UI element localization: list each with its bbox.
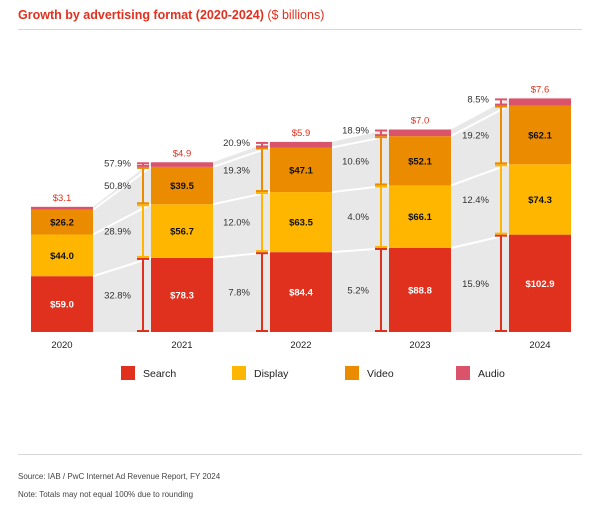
growth-percent-label: 19.2% xyxy=(462,130,489,141)
growth-band xyxy=(213,141,270,332)
legend-swatch-video xyxy=(345,366,359,380)
x-tick-label: 2023 xyxy=(409,340,430,351)
stacked-bar-chart: $59.0 $44.0 $26.2 $3.1 2020 $78.3 $56.7 $39.5 $4… xyxy=(31,84,571,380)
data-label-video: $39.5 xyxy=(170,181,194,192)
growth-band xyxy=(451,98,509,332)
band-separator-line xyxy=(212,146,271,168)
data-label-audio-total: $7.0 xyxy=(411,116,430,127)
bar-segment-search xyxy=(151,257,213,332)
growth-percent-label: 19.3% xyxy=(223,165,250,176)
growth-band xyxy=(93,162,151,332)
title-divider xyxy=(18,29,582,30)
growth-percent-label: 12.4% xyxy=(462,195,489,206)
data-label-audio-total: $7.6 xyxy=(531,84,550,95)
legend-swatch-audio xyxy=(456,366,470,380)
band-separator-line xyxy=(92,256,152,278)
bar-segment-video xyxy=(151,166,213,205)
bar-segment-audio xyxy=(151,162,213,167)
x-tick-label: 2022 xyxy=(290,340,311,351)
growth-percent-label: 7.8% xyxy=(228,288,250,299)
data-label-video: $26.2 xyxy=(50,218,74,229)
band-separator-line xyxy=(92,203,152,236)
chart-title: Growth by advertising format (2020-2024)… xyxy=(18,8,324,22)
x-tick-label: 2021 xyxy=(171,340,192,351)
growth-band xyxy=(332,129,389,332)
bar-segment-display xyxy=(389,185,451,248)
bar-segment-audio xyxy=(31,206,93,210)
bar-segment-audio xyxy=(389,129,451,137)
x-tick-label: 2024 xyxy=(529,340,550,351)
source-note: Source: IAB / PwC Internet Ad Revenue Re… xyxy=(18,472,221,481)
legend-label-video: Video xyxy=(367,368,394,380)
chart-title-text: Growth by advertising format (2020-2024) xyxy=(18,8,264,22)
data-label-video: $62.1 xyxy=(528,130,552,141)
data-label-audio-total: $5.9 xyxy=(292,128,311,139)
data-label-video: $52.1 xyxy=(408,156,432,167)
legend-swatch-search xyxy=(121,366,135,380)
growth-percent-label: 32.8% xyxy=(104,290,131,301)
data-label-video: $47.1 xyxy=(289,165,313,176)
bar-segment-search xyxy=(31,276,93,332)
band-separator-line xyxy=(92,166,152,211)
data-label-display: $44.0 xyxy=(50,251,74,262)
growth-percent-label: 20.9% xyxy=(223,138,250,149)
bar-segment-search xyxy=(270,252,332,332)
bar-segment-display xyxy=(151,204,213,258)
bar-segment-video xyxy=(509,105,571,165)
data-label-display: $56.7 xyxy=(170,227,194,238)
bar-segment-audio xyxy=(509,98,571,106)
legend-swatch-display xyxy=(232,366,246,380)
chart-title-unit: ($ billions) xyxy=(267,8,325,22)
growth-percent-label: 8.5% xyxy=(467,94,489,105)
footer-divider xyxy=(18,454,582,455)
data-label-search: $78.3 xyxy=(170,290,194,301)
data-label-search: $84.4 xyxy=(289,288,313,299)
bar-segment-audio xyxy=(270,141,332,148)
data-label-display: $74.3 xyxy=(528,195,552,206)
growth-percent-label: 12.0% xyxy=(223,218,250,229)
data-label-display: $66.1 xyxy=(408,212,432,223)
bar-segment-search xyxy=(389,247,451,332)
data-label-audio-total: $3.1 xyxy=(53,193,72,204)
data-label-search: $102.9 xyxy=(525,279,554,290)
bar-segment-video xyxy=(31,209,93,235)
legend-label-display: Display xyxy=(254,368,289,380)
rounding-note: Note: Totals may not equal 100% due to r… xyxy=(18,490,194,499)
data-label-search: $88.8 xyxy=(408,285,432,296)
growth-percent-label: 4.0% xyxy=(347,212,369,223)
growth-percent-label: 15.9% xyxy=(462,279,489,290)
growth-percent-label: 18.9% xyxy=(342,126,369,137)
bar-segment-search xyxy=(509,234,571,332)
growth-percent-label: 28.9% xyxy=(104,227,131,238)
growth-percent-label: 5.2% xyxy=(347,285,369,296)
band-separator-line xyxy=(450,233,510,249)
legend-label-audio: Audio xyxy=(478,368,505,380)
growth-percent-label: 50.8% xyxy=(104,181,131,192)
data-label-audio-total: $4.9 xyxy=(173,148,192,159)
bar-segment-display xyxy=(509,164,571,235)
data-label-display: $63.5 xyxy=(289,218,313,229)
band-separator-line xyxy=(450,104,510,138)
legend-label-search: Search xyxy=(143,368,176,380)
bar-segment-video xyxy=(389,136,451,186)
x-tick-label: 2020 xyxy=(51,340,72,351)
bar-segment-display xyxy=(270,192,332,253)
bar-segment-video xyxy=(270,147,332,193)
growth-percent-label: 10.6% xyxy=(342,156,369,167)
band-separator-line xyxy=(450,163,510,187)
growth-percent-label: 57.9% xyxy=(104,158,131,169)
bar-segment-display xyxy=(31,234,93,277)
band-separator-line xyxy=(212,191,271,206)
data-label-search: $59.0 xyxy=(50,300,74,311)
